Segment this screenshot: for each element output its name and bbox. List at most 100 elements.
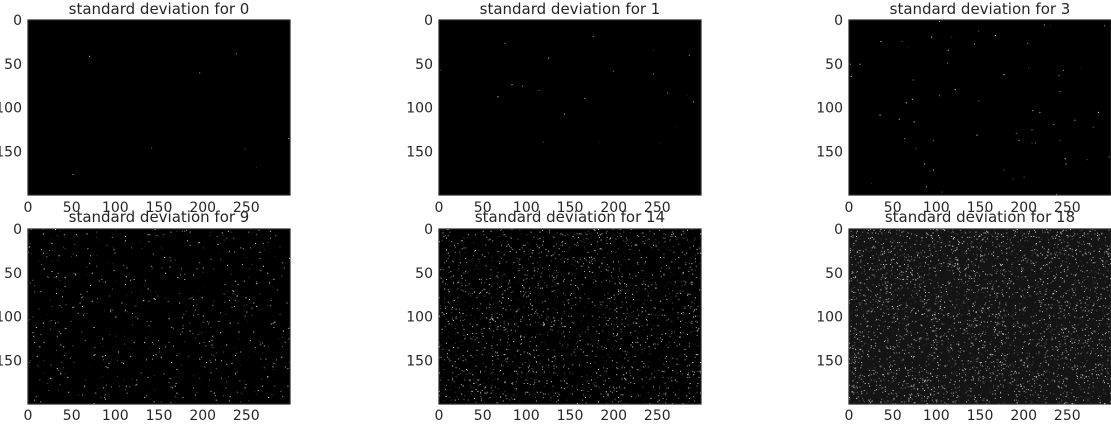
noise-pixel <box>934 357 936 359</box>
noise-pixel <box>622 365 624 367</box>
noise-pixel <box>861 272 863 274</box>
noise-pixel <box>233 237 235 239</box>
noise-pixel <box>459 251 461 253</box>
subplot-title: standard deviation for 14 <box>475 208 665 226</box>
noise-pixel <box>605 348 607 349</box>
noise-pixel <box>1054 381 1056 383</box>
noise-pixel <box>998 331 1000 333</box>
noise-pixel <box>998 292 1000 294</box>
noise-pixel <box>613 390 615 391</box>
noise-pixel <box>571 385 573 387</box>
noise-pixel <box>912 355 914 357</box>
noise-pixel <box>171 327 173 328</box>
noise-pixel <box>686 95 688 97</box>
noise-pixel <box>674 394 676 396</box>
noise-pixel <box>975 325 977 327</box>
noise-pixel <box>522 286 524 288</box>
noise-pixel <box>893 321 895 323</box>
noise-pixel <box>1092 126 1094 128</box>
noise-pixel <box>607 325 609 327</box>
noise-pixel <box>934 348 936 350</box>
noise-pixel <box>1104 251 1106 253</box>
noise-pixel <box>851 390 853 392</box>
noise-pixel <box>641 378 643 380</box>
noise-pixel <box>528 346 530 348</box>
noise-pixel <box>980 369 981 371</box>
noise-pixel <box>104 355 106 356</box>
noise-pixel <box>855 236 857 237</box>
noise-pixel <box>849 299 850 301</box>
noise-pixel <box>1035 391 1037 393</box>
x-tick-label: 100 <box>923 200 950 216</box>
noise-pixel <box>1045 341 1047 343</box>
noise-pixel <box>993 373 995 375</box>
noise-pixel <box>858 353 860 355</box>
noise-pixel <box>1084 397 1086 399</box>
noise-pixel <box>637 393 639 395</box>
noise-pixel <box>860 290 862 292</box>
noise-pixel <box>1098 369 1100 371</box>
noise-pixel <box>919 263 921 265</box>
noise-pixel <box>1007 375 1009 377</box>
noise-pixel <box>442 364 444 366</box>
noise-pixel <box>962 336 964 338</box>
noise-pixel <box>481 313 483 314</box>
noise-pixel <box>470 341 472 343</box>
noise-pixel <box>1027 279 1029 281</box>
noise-pixel <box>654 343 656 345</box>
noise-pixel <box>993 251 995 253</box>
noise-pixel <box>555 372 557 374</box>
noise-pixel <box>442 399 444 401</box>
noise-pixel <box>486 236 488 238</box>
noise-pixel <box>519 400 521 402</box>
noise-pixel <box>500 339 502 341</box>
noise-pixel <box>583 97 585 99</box>
noise-pixel <box>895 320 897 322</box>
noise-pixel <box>445 396 447 398</box>
noise-pixel <box>523 383 525 384</box>
noise-pixel <box>514 355 516 356</box>
noise-pixel <box>659 357 661 359</box>
noise-pixel <box>938 259 940 261</box>
noise-pixel <box>96 231 98 233</box>
noise-pixel <box>1002 308 1004 310</box>
noise-pixel <box>472 307 474 309</box>
noise-pixel <box>567 299 569 301</box>
noise-pixel <box>557 320 559 321</box>
noise-pixel <box>1024 306 1026 308</box>
noise-pixel <box>676 285 678 287</box>
noise-pixel <box>884 286 886 288</box>
noise-pixel <box>499 313 501 315</box>
noise-pixel <box>990 341 992 342</box>
noise-pixel <box>1017 245 1019 247</box>
noise-pixel <box>971 261 973 263</box>
noise-pixel <box>592 281 594 283</box>
noise-pixel <box>1083 264 1085 266</box>
noise-pixel <box>472 326 474 328</box>
noise-pixel <box>682 313 684 315</box>
noise-pixel <box>57 259 59 261</box>
noise-pixel <box>255 243 257 244</box>
noise-pixel <box>925 186 927 188</box>
noise-pixel <box>497 358 499 360</box>
noise-pixel <box>541 353 543 355</box>
noise-pixel <box>888 300 890 302</box>
noise-pixel <box>876 374 878 376</box>
noise-pixel <box>572 363 574 365</box>
noise-pixel <box>47 276 49 278</box>
noise-pixel <box>675 238 677 240</box>
noise-pixel <box>985 368 987 370</box>
noise-pixel <box>924 390 926 391</box>
noise-pixel <box>999 301 1001 303</box>
noise-pixel <box>849 366 851 368</box>
noise-pixel <box>445 319 447 321</box>
noise-pixel <box>648 346 650 348</box>
noise-pixel <box>635 275 637 277</box>
noise-pixel <box>625 318 627 320</box>
noise-pixel <box>49 242 51 244</box>
noise-pixel <box>1017 241 1019 243</box>
noise-pixel <box>439 346 440 348</box>
noise-pixel <box>482 335 484 337</box>
noise-pixel <box>543 282 545 284</box>
noise-pixel <box>1085 287 1087 289</box>
